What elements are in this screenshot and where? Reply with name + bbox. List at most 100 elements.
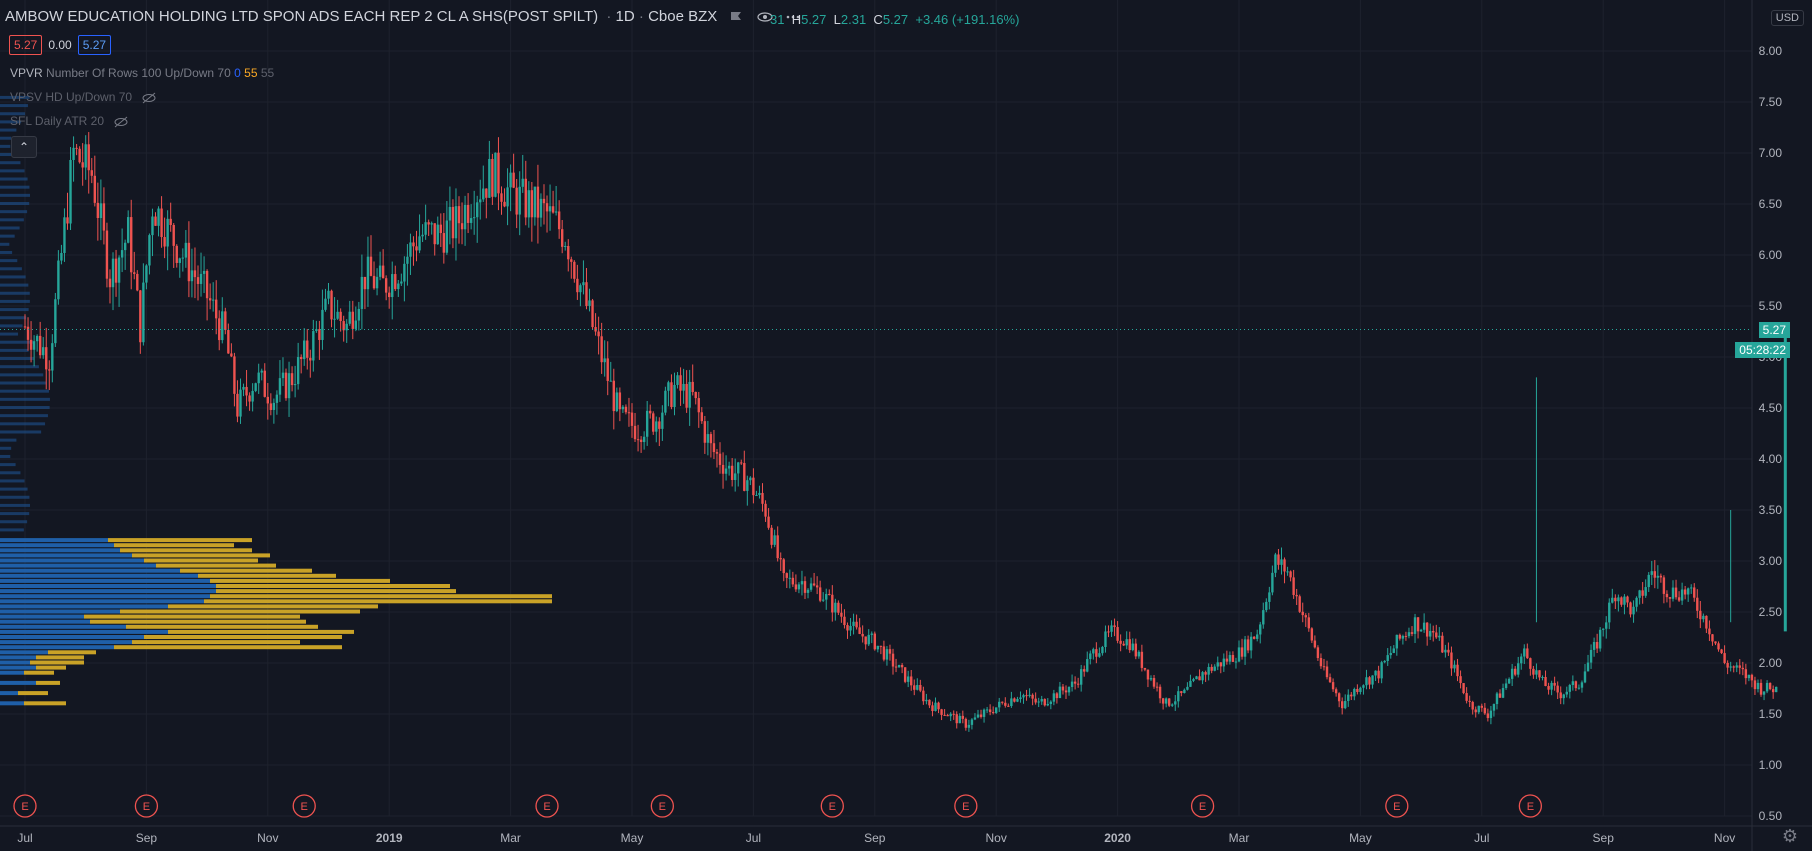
- candle-body: [752, 477, 755, 496]
- candle-body: [1265, 601, 1268, 611]
- candle-body: [1110, 625, 1113, 632]
- x-tick-label: Sep: [136, 831, 158, 845]
- volume-profile-faint-bar: [0, 438, 17, 442]
- candle-body: [916, 685, 919, 690]
- candle-body: [621, 406, 625, 410]
- candle-body: [1307, 617, 1311, 629]
- earnings-marker: [650, 794, 674, 818]
- volume-profile-faint-bar: [0, 169, 25, 173]
- candle-body: [181, 257, 185, 259]
- candle-body: [1365, 677, 1368, 686]
- hidden-eye-icon[interactable]: [113, 116, 129, 128]
- indicator-vpsv[interactable]: VPSV HD Up/Down 70: [10, 90, 157, 104]
- volume-profile-faint-bar: [0, 422, 46, 426]
- candle-body: [1429, 631, 1432, 637]
- candle-body: [1474, 709, 1477, 713]
- candle-body: [60, 252, 63, 261]
- candle-body: [306, 340, 309, 358]
- candle-body: [1435, 632, 1438, 638]
- indicator-sfl[interactable]: SFL Daily ATR 20: [10, 114, 129, 128]
- y-tick-label: 6.00: [1759, 248, 1783, 262]
- candle-body: [172, 224, 175, 246]
- flag-icon[interactable]: [727, 10, 745, 24]
- x-tick-label: Jul: [1474, 831, 1489, 845]
- candle-body: [855, 621, 858, 628]
- candle-body: [1535, 670, 1538, 675]
- candle-body: [160, 208, 163, 238]
- candle-body: [1052, 693, 1056, 702]
- candle-body: [712, 443, 716, 453]
- candle-body: [1101, 646, 1104, 654]
- candle-body: [1325, 666, 1329, 678]
- candle-body: [900, 664, 904, 668]
- candle-body: [995, 707, 998, 713]
- currency-label[interactable]: USD: [1770, 10, 1804, 26]
- candle-body: [1174, 701, 1177, 705]
- candle-body: [882, 646, 886, 660]
- symbol-title[interactable]: AMBOW EDUCATION HOLDING LTD SPON ADS EAC…: [5, 8, 599, 25]
- more-icon[interactable]: [784, 10, 802, 24]
- candle-body: [151, 216, 154, 236]
- buy-button[interactable]: 5.27: [77, 35, 112, 55]
- candle-body: [615, 392, 619, 412]
- y-tick-label: 6.50: [1759, 197, 1783, 211]
- candle-body: [1083, 669, 1086, 672]
- volume-profile-faint-bar: [0, 153, 16, 157]
- candle-body: [1143, 667, 1147, 670]
- candle-body: [120, 250, 124, 258]
- candle-body: [193, 270, 197, 278]
- candle-body: [1471, 701, 1474, 710]
- volume-profile-up-bar: [0, 558, 144, 563]
- candle-body: [1602, 628, 1605, 630]
- candle-body: [1010, 698, 1013, 707]
- candle-body: [190, 270, 194, 282]
- candle-body: [139, 290, 142, 343]
- interval-label[interactable]: 1D: [615, 8, 635, 25]
- close-value: 5.27: [882, 12, 909, 27]
- x-tick-label: Nov: [1714, 831, 1735, 845]
- candle-body: [448, 206, 452, 221]
- candle-body: [145, 265, 148, 283]
- volume-profile-faint-bar: [0, 283, 29, 287]
- candle-body: [991, 712, 995, 714]
- candle-body: [1662, 577, 1666, 594]
- candle-body: [1271, 572, 1274, 593]
- candle-body: [1328, 677, 1332, 683]
- volume-profile-up-bar: [0, 614, 84, 619]
- candle-body: [1571, 681, 1575, 685]
- sell-button[interactable]: 5.27: [9, 35, 43, 55]
- candle-body: [518, 186, 521, 215]
- volume-profile-faint-bar: [0, 430, 42, 434]
- eye-icon[interactable]: [756, 10, 774, 24]
- candle-body: [96, 202, 100, 219]
- volume-profile-up-bar: [0, 553, 132, 558]
- hidden-eye-icon[interactable]: [141, 92, 157, 104]
- candle-body: [230, 353, 233, 357]
- vpvr-name: VPVR: [10, 66, 43, 80]
- candle-body: [1598, 629, 1602, 649]
- y-tick-label: 7.50: [1759, 95, 1783, 109]
- candle-body: [1304, 615, 1307, 618]
- candle-body: [1362, 685, 1365, 688]
- candle-body: [806, 589, 810, 593]
- candle-body: [409, 242, 412, 257]
- gear-icon[interactable]: ⚙: [1781, 826, 1798, 846]
- candle-body: [469, 218, 473, 223]
- candle-body: [463, 204, 467, 230]
- countdown-badge: 05:28:22: [1735, 342, 1790, 358]
- candle-body: [1371, 675, 1374, 685]
- candle-body: [1119, 640, 1122, 644]
- earnings-marker-label: E: [21, 801, 28, 813]
- candle-body: [1146, 669, 1150, 680]
- volume-profile-faint-bar: [0, 259, 18, 263]
- candle-body: [482, 188, 485, 200]
- collapse-legend-button[interactable]: ⌃: [11, 136, 37, 158]
- candle-body: [597, 331, 600, 337]
- candle-body: [233, 356, 236, 394]
- candle-body: [1040, 699, 1043, 702]
- candle-body: [1404, 635, 1408, 637]
- candle-body: [48, 369, 51, 371]
- volume-profile-up-bar: [0, 538, 108, 543]
- indicator-vpvr[interactable]: VPVR Number Of Rows 100 Up/Down 70 0 55 …: [10, 66, 274, 80]
